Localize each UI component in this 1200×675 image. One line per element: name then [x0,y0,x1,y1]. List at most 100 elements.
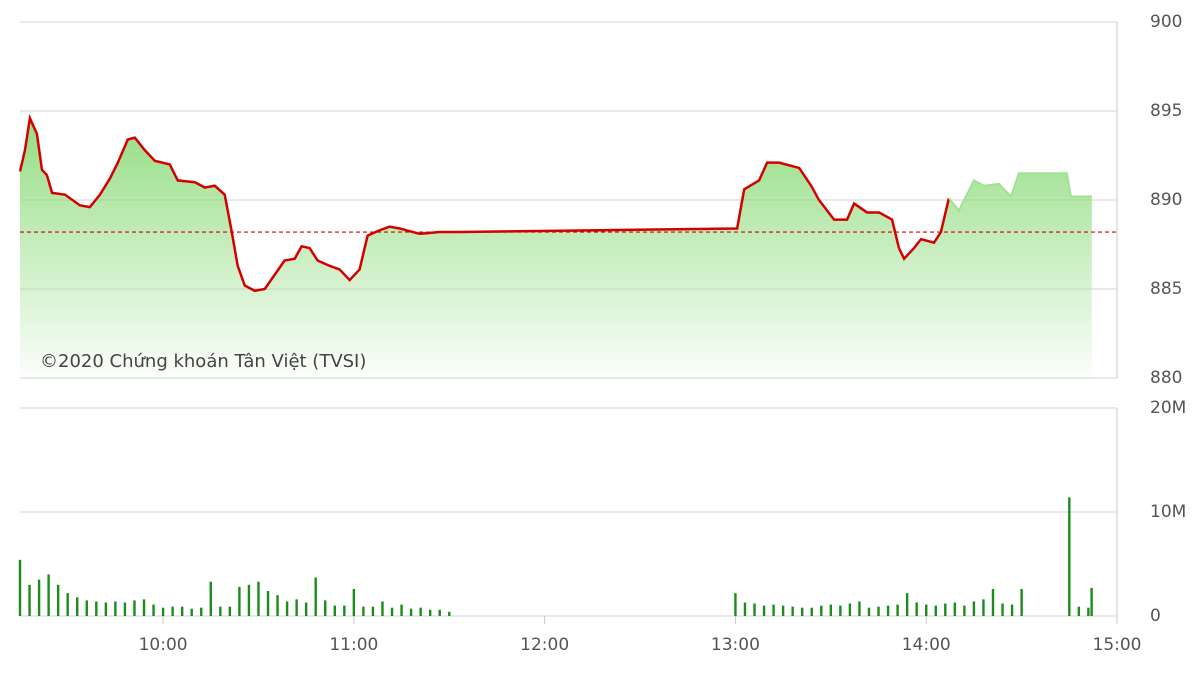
volume-bar [743,602,747,616]
volume-bar [37,579,41,616]
volume-bar [28,584,31,616]
volume-bar [56,584,60,616]
volume-bar [791,606,794,616]
volume-bar [877,606,880,616]
volume-bar [896,604,899,616]
volume-bar [200,607,203,616]
y-tick-label: 890 [1150,190,1182,210]
volume-bar [333,605,336,616]
x-tick-label: 13:00 [711,635,760,655]
volume-bar [314,577,317,616]
price-line [379,225,420,236]
volume-bar [1068,497,1071,616]
volume-bar [1087,607,1090,616]
volume-bar [171,606,174,616]
volume-bar [1077,606,1081,616]
volume-bar [428,609,432,616]
volume-bar [295,599,298,616]
volume-bar [944,603,947,616]
volume-bar [104,602,108,616]
volume-bar [1090,587,1093,616]
volume-bar [772,604,775,616]
volume-bar [219,606,222,616]
volume-bar [276,595,279,616]
volume-bar [925,604,928,616]
price-line [459,161,901,249]
y-tick-label: 10M [1150,502,1186,522]
y-tick-label: 895 [1150,101,1182,121]
volume-bar [839,605,842,616]
price-line [236,229,381,293]
volume-bar [963,605,966,616]
volume-bar [152,604,155,616]
volume-bar [66,593,69,616]
volume-bar [982,599,985,616]
volume-bar [972,601,976,616]
volume-bar [133,600,136,616]
volume-bar [734,593,737,616]
volume-bar [228,606,232,616]
volume-bar [371,606,375,616]
x-tick-label: 12:00 [520,635,569,655]
y-tick-label: 20M [1150,398,1186,418]
volume-bar [381,601,384,616]
volume-bar [257,581,260,616]
y-tick-label: 0 [1150,606,1161,626]
volume-bar [1010,604,1014,616]
y-tick-label: 885 [1150,279,1182,299]
volume-bar [867,607,871,616]
copyright: ©2020 Chứng khoán Tân Việt (TVSI) [40,351,366,372]
volume-bar [409,608,413,616]
y-tick-label: 880 [1150,368,1182,388]
volume-bar [905,593,909,616]
price-line [18,113,239,267]
volume-bar [209,581,212,616]
volume-bar [448,611,451,616]
volume-bar [285,601,289,616]
x-tick-label: 11:00 [329,635,378,655]
volume-bar [915,602,918,616]
area [20,118,1092,379]
volume-bar [801,607,804,616]
volume-bar [114,601,117,616]
x-tick-label: 14:00 [902,635,951,655]
volume-bar [161,607,165,616]
volume-bar [85,600,88,616]
volume-bar [762,605,766,616]
volume-bar [238,586,241,616]
volume-bar [47,574,50,616]
x-tick-label: 15:00 [1093,635,1142,655]
volume-bar [95,601,98,616]
volume-bar [362,606,365,616]
volume-bar [829,604,833,616]
volume-bar [190,608,193,616]
volume-bar [343,605,346,616]
volume-bar [304,602,308,616]
volume-bar [76,597,79,616]
volume-bar [848,603,852,616]
volume-bar [18,559,22,616]
volume-bar [438,609,441,616]
volume-bar [886,605,890,616]
x-tick-label: 10:00 [139,635,188,655]
volume-bar [858,601,861,616]
volume-bar [142,599,146,616]
volume-bar [180,606,184,616]
volume-bar [1001,603,1004,616]
volume-bar [934,605,937,616]
volume-bar [1020,588,1023,616]
price-line [948,172,1092,213]
volume-bar [324,600,327,616]
volume-bar [810,607,813,616]
volume-bar [400,604,403,616]
volume-bar [419,607,422,616]
volume-bar [953,602,957,616]
volume-bar [991,588,995,616]
volume-bar [352,588,356,616]
y-tick-label: 900 [1150,12,1182,32]
volume-bar [123,602,127,616]
volume-bar [247,584,251,616]
price-line [419,230,460,236]
volume-bar [820,605,823,616]
